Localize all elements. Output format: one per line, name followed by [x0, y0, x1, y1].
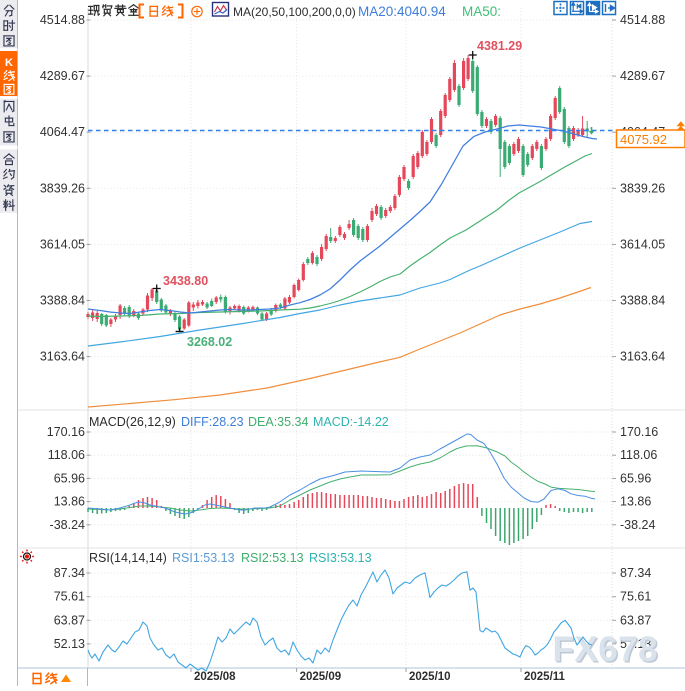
svg-text:3614.05: 3614.05: [620, 237, 665, 251]
svg-text:4075.92: 4075.92: [620, 132, 667, 147]
svg-text:DIFF:28.23: DIFF:28.23: [181, 415, 244, 429]
svg-text:65.96: 65.96: [54, 471, 85, 485]
svg-text:4064.47: 4064.47: [40, 125, 85, 139]
svg-text:2025/09: 2025/09: [300, 671, 342, 683]
svg-text:MA(20,50,100,200,0,0): MA(20,50,100,200,0,0): [233, 5, 356, 19]
svg-text:63.87: 63.87: [54, 613, 85, 627]
svg-text:4514.88: 4514.88: [620, 13, 665, 27]
svg-text:4514.88: 4514.88: [40, 13, 85, 27]
svg-text:3268.02: 3268.02: [187, 335, 232, 349]
svg-text:170.16: 170.16: [620, 425, 658, 439]
svg-text:4289.67: 4289.67: [40, 69, 85, 83]
svg-text:DEA:35.34: DEA:35.34: [248, 415, 309, 429]
svg-text:2025/08: 2025/08: [194, 671, 236, 683]
svg-text:MACD(26,12,9): MACD(26,12,9): [89, 415, 176, 429]
svg-text:4289.67: 4289.67: [620, 69, 665, 83]
svg-text:FX678: FX678: [553, 630, 659, 669]
svg-text:-38.24: -38.24: [50, 518, 85, 532]
svg-text:87.34: 87.34: [54, 566, 85, 580]
svg-text:3163.64: 3163.64: [40, 350, 85, 364]
svg-text:3614.05: 3614.05: [40, 237, 85, 251]
svg-text:-38.24: -38.24: [620, 518, 655, 532]
svg-text:52.13: 52.13: [54, 637, 85, 651]
svg-text:75.61: 75.61: [620, 590, 651, 604]
svg-text:2025/10: 2025/10: [409, 671, 451, 683]
svg-text:118.06: 118.06: [48, 448, 85, 462]
svg-text:118.06: 118.06: [620, 448, 657, 462]
svg-text:MA20:4040.94: MA20:4040.94: [358, 4, 446, 19]
svg-text:3388.84: 3388.84: [620, 294, 665, 308]
svg-text:87.34: 87.34: [620, 566, 651, 580]
svg-text:MA50:: MA50:: [462, 4, 501, 19]
svg-text:RSI1:53.13: RSI1:53.13: [172, 551, 235, 565]
svg-text:63.87: 63.87: [620, 613, 651, 627]
svg-text:RSI2:53.13: RSI2:53.13: [241, 551, 304, 565]
svg-text:MACD:-14.22: MACD:-14.22: [313, 415, 389, 429]
svg-text:65.96: 65.96: [620, 471, 651, 485]
svg-text:RSI(14,14,14): RSI(14,14,14): [89, 551, 167, 565]
svg-text:RSI3:53.13: RSI3:53.13: [309, 551, 372, 565]
svg-text:3163.64: 3163.64: [620, 350, 665, 364]
svg-text:170.16: 170.16: [47, 425, 85, 439]
svg-text:K: K: [5, 57, 13, 69]
svg-text:3839.26: 3839.26: [40, 181, 85, 195]
svg-text:13.86: 13.86: [54, 495, 85, 509]
svg-text:13.86: 13.86: [620, 495, 651, 509]
svg-text:3839.26: 3839.26: [620, 181, 665, 195]
svg-text:4381.29: 4381.29: [477, 39, 522, 53]
svg-text:2025/11: 2025/11: [524, 671, 566, 683]
svg-text:3438.80: 3438.80: [163, 274, 208, 288]
svg-text:3388.84: 3388.84: [40, 294, 85, 308]
svg-text:75.61: 75.61: [54, 590, 85, 604]
